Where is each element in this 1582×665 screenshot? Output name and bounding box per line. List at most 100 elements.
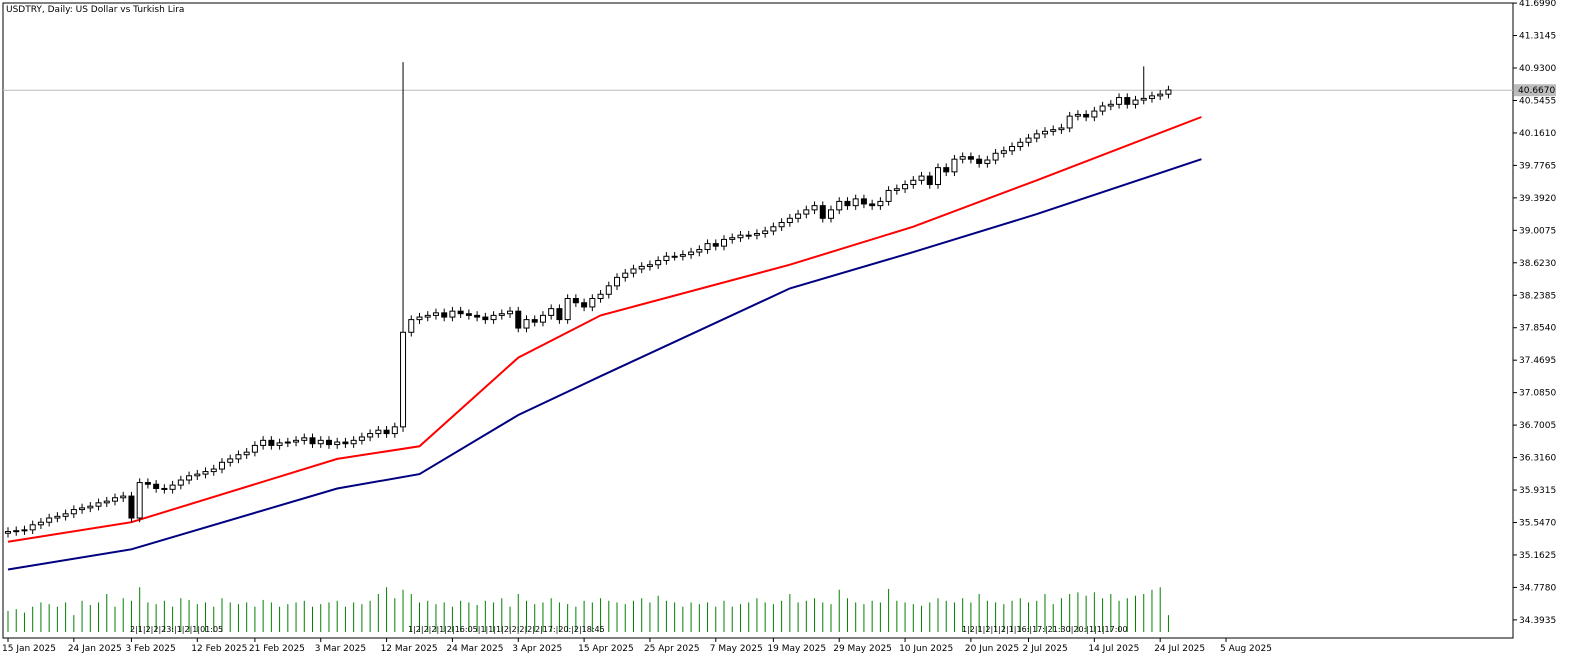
candlesticks: [5, 62, 1172, 538]
y-tick-label: 40.5455: [1519, 96, 1556, 106]
candle-body: [819, 205, 826, 219]
candle-body: [1124, 97, 1131, 105]
candle-body: [548, 308, 555, 316]
candle-body: [309, 437, 316, 445]
candle-body: [350, 439, 357, 445]
candle-body: [1033, 133, 1040, 139]
candle-body: [465, 313, 472, 316]
y-tick-label: 37.8540: [1519, 324, 1556, 334]
candle-body: [95, 502, 102, 507]
candle-body: [177, 479, 184, 486]
candle-body: [408, 319, 415, 333]
candle-body: [103, 500, 110, 504]
candle-body: [902, 184, 909, 190]
candle-body: [951, 158, 958, 173]
candle-body: [523, 319, 530, 329]
candle-body: [482, 316, 489, 321]
candle-body: [449, 310, 456, 318]
x-tick-label: 3 Apr 2025: [512, 644, 562, 654]
moving-average-lines: [7, 116, 1202, 571]
candle-body: [1091, 110, 1098, 118]
y-tick-label: 41.3145: [1519, 32, 1556, 42]
candle-body: [679, 254, 686, 257]
candle-body: [803, 209, 810, 215]
candle-body: [54, 515, 61, 519]
y-tick-label: 38.6230: [1519, 259, 1556, 269]
candle-body: [317, 439, 324, 445]
candle-body: [893, 188, 900, 191]
candle-body: [910, 179, 917, 186]
current-price-value: 40.6670: [1518, 86, 1555, 96]
x-tick-label: 10 Jun 2025: [899, 644, 953, 654]
x-tick-label: 24 Jan 2025: [68, 644, 122, 654]
candle-body: [614, 276, 621, 287]
candle-body: [671, 255, 678, 258]
candle-body: [1058, 127, 1065, 131]
candle-body: [753, 232, 760, 236]
candle-body: [441, 312, 448, 318]
candle-body: [836, 200, 843, 211]
candle-body: [704, 243, 711, 251]
candle-body: [194, 473, 201, 477]
candle-body: [186, 475, 193, 481]
moving-average-line: [7, 116, 1202, 543]
candle-body: [638, 265, 645, 270]
candle-body: [210, 468, 217, 473]
x-tick-label: 20 Jun 2025: [965, 644, 1019, 654]
candle-body: [251, 444, 258, 453]
candle-body: [358, 436, 365, 441]
candle-body: [737, 234, 744, 239]
candle-body: [498, 313, 505, 316]
candle-body: [655, 260, 662, 266]
candle-body: [688, 251, 695, 256]
y-tick-label: 37.4695: [1519, 356, 1556, 366]
candle-body: [515, 310, 522, 329]
candle-body: [301, 437, 308, 441]
candle-body: [778, 222, 785, 228]
candle-body: [128, 495, 135, 519]
candle-body: [268, 439, 275, 446]
x-tick-label: 5 Aug 2025: [1220, 644, 1272, 654]
candle-body: [630, 268, 637, 274]
candle-body: [342, 441, 349, 445]
candle-body: [276, 442, 283, 446]
candle-body: [605, 285, 612, 295]
candle-body: [1099, 105, 1106, 112]
y-tick-label: 34.3935: [1519, 616, 1556, 626]
y-tick-label: 40.9300: [1519, 64, 1556, 74]
candle-body: [120, 495, 127, 499]
candle-body: [243, 451, 250, 456]
x-tick-label: 19 May 2025: [767, 644, 826, 654]
candle-body: [62, 513, 69, 517]
candle-body: [153, 483, 160, 489]
candle-body: [795, 213, 802, 219]
current-price-label: 40.6670: [1514, 84, 1556, 97]
y-tick-label: 35.9315: [1519, 486, 1556, 496]
candle-body: [227, 458, 234, 463]
candle-body: [597, 293, 604, 300]
x-tick-label: 3 Mar 2025: [315, 644, 366, 654]
x-tick-label: 21 Feb 2025: [249, 644, 305, 654]
candle-body: [37, 521, 44, 526]
candle-body: [1116, 97, 1123, 105]
candle-body: [169, 484, 176, 490]
candle-body: [144, 482, 151, 485]
y-tick-label: 39.0075: [1519, 226, 1556, 236]
candle-body: [877, 200, 884, 207]
y-tick-label: 36.7005: [1519, 421, 1556, 431]
axis-ticks: 41.6990 41.3145 40.9300 40.5455 40.1610 39.77…: [2, 0, 1556, 654]
candle-body: [5, 531, 11, 534]
candle-body: [967, 156, 974, 160]
candle-body: [1000, 150, 1007, 154]
x-tick-label: 24 Jul 2025: [1154, 644, 1205, 654]
x-tick-label: 2 Jul 2025: [1023, 644, 1068, 654]
candle-body: [770, 226, 777, 232]
candle-body: [424, 314, 431, 318]
y-tick-label: 41.6990: [1519, 0, 1556, 9]
candle-body: [786, 217, 793, 224]
chart-title: USDTRY, Daily: US Dollar vs Turkish Lira: [6, 5, 184, 15]
x-tick-label: 24 Mar 2025: [446, 644, 503, 654]
candle-body: [663, 255, 670, 262]
